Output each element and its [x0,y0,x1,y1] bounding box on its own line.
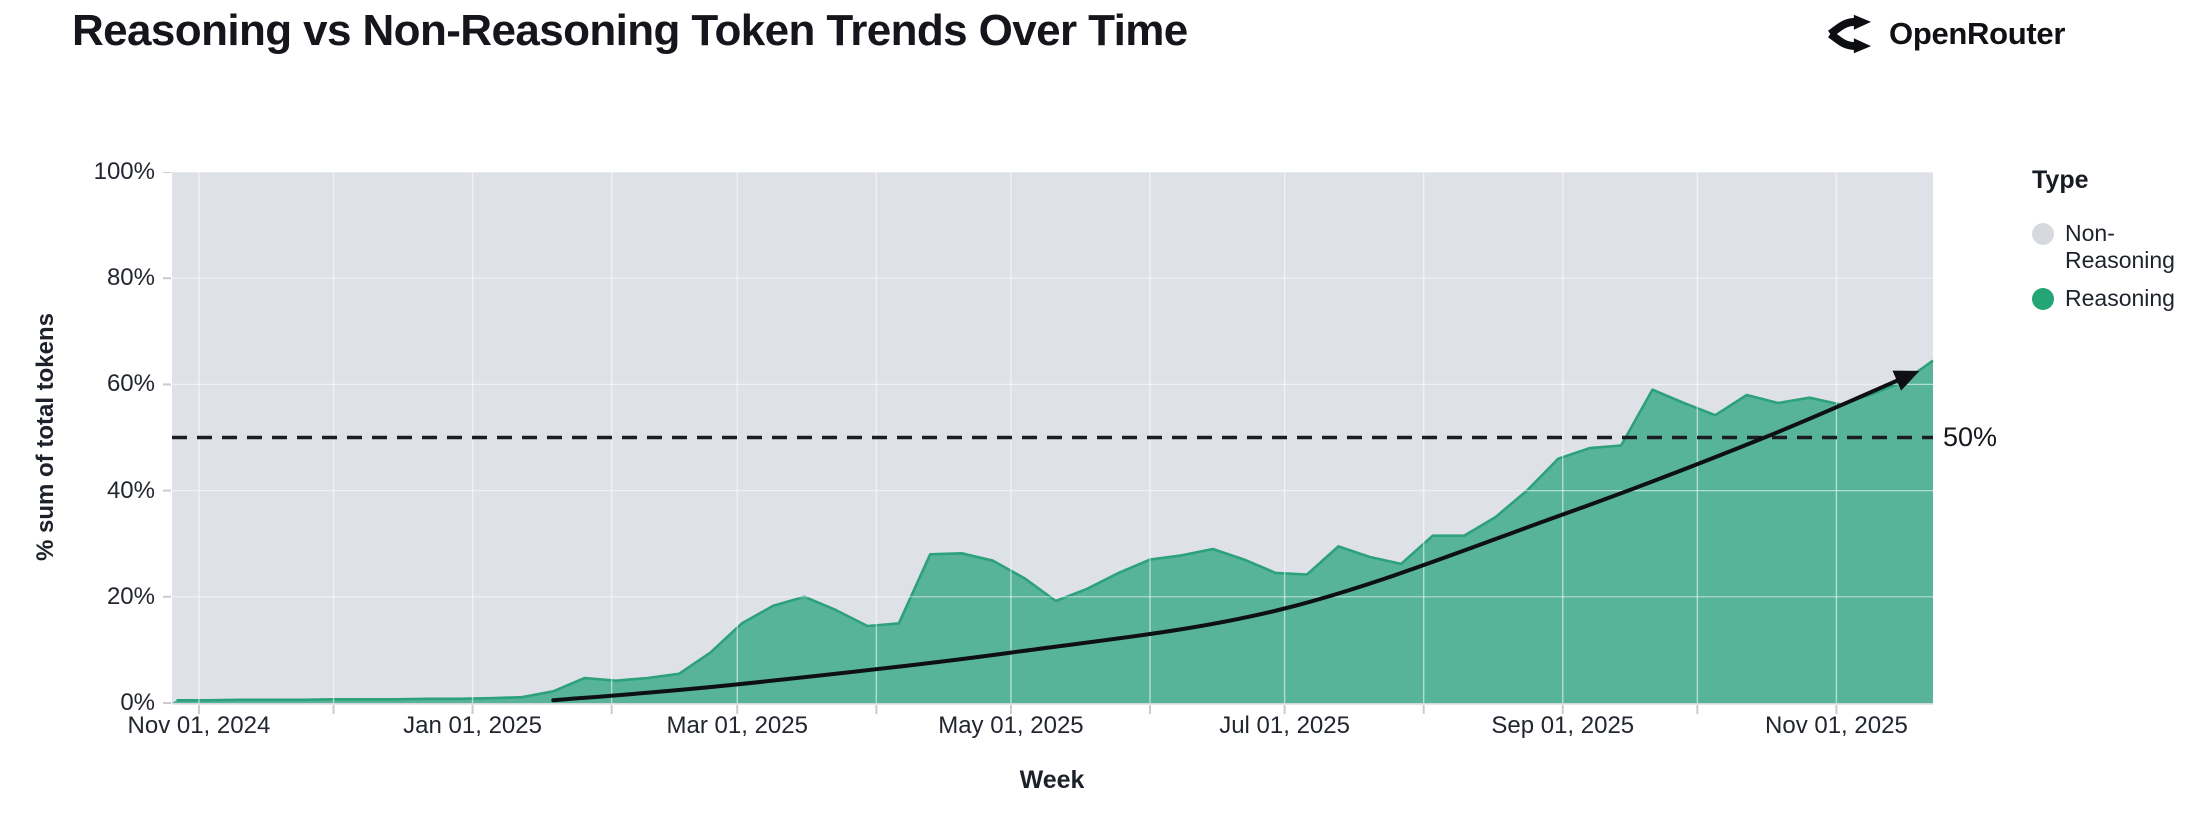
y-axis-tick-label: 60% [106,370,155,398]
legend: Type Non-Reasoning Reasoning [2032,166,2200,323]
reasoning-area [172,360,1933,703]
legend-title: Type [2032,166,2089,194]
trend-chart-plot [163,172,1934,714]
y-axis-tick-label: 20% [106,582,155,610]
reasoning-swatch-icon [2032,288,2054,310]
x-axis-tick-label: Jan 01, 2025 [403,712,542,739]
legend-item-reasoning[interactable]: Reasoning [2032,285,2200,312]
page-title: Reasoning vs Non-Reasoning Token Trends … [72,6,1188,55]
y-axis-title: % sum of total tokens [32,312,59,562]
non-reasoning-swatch-icon [2032,223,2054,245]
x-axis-tick-label: Sep 01, 2025 [1491,712,1635,739]
openrouter-wordmark: OpenRouter [1889,16,2066,51]
legend-item-label: Non-Reasoning [2065,220,2175,273]
x-axis-tick-label: Nov 01, 2024 [127,712,271,739]
y-axis-tick-label: 100% [93,158,155,185]
y-axis-tick-label: 80% [106,264,155,292]
x-axis-tick-label: Mar 01, 2025 [666,712,808,739]
x-axis-tick-label: Nov 01, 2025 [1765,712,1908,739]
fifty-percent-annotation: 50% [1943,421,1998,452]
x-axis-title: Week [1019,766,1085,794]
openrouter-logo[interactable]: OpenRouter [1828,10,2065,58]
y-axis-tick-label: 0% [120,689,155,716]
trend-arrow [551,370,1920,703]
x-axis-tick-label: May 01, 2025 [938,712,1084,739]
reasoning-area-outline [176,359,1934,702]
legend-item-label: Reasoning [2065,285,2175,311]
x-axis-tick-label: Jul 01, 2025 [1219,712,1350,739]
legend-item-non-reasoning[interactable]: Non-Reasoning [2032,220,2200,274]
openrouter-fork-icon [1828,14,1874,54]
y-axis-tick-label: 40% [106,476,155,504]
